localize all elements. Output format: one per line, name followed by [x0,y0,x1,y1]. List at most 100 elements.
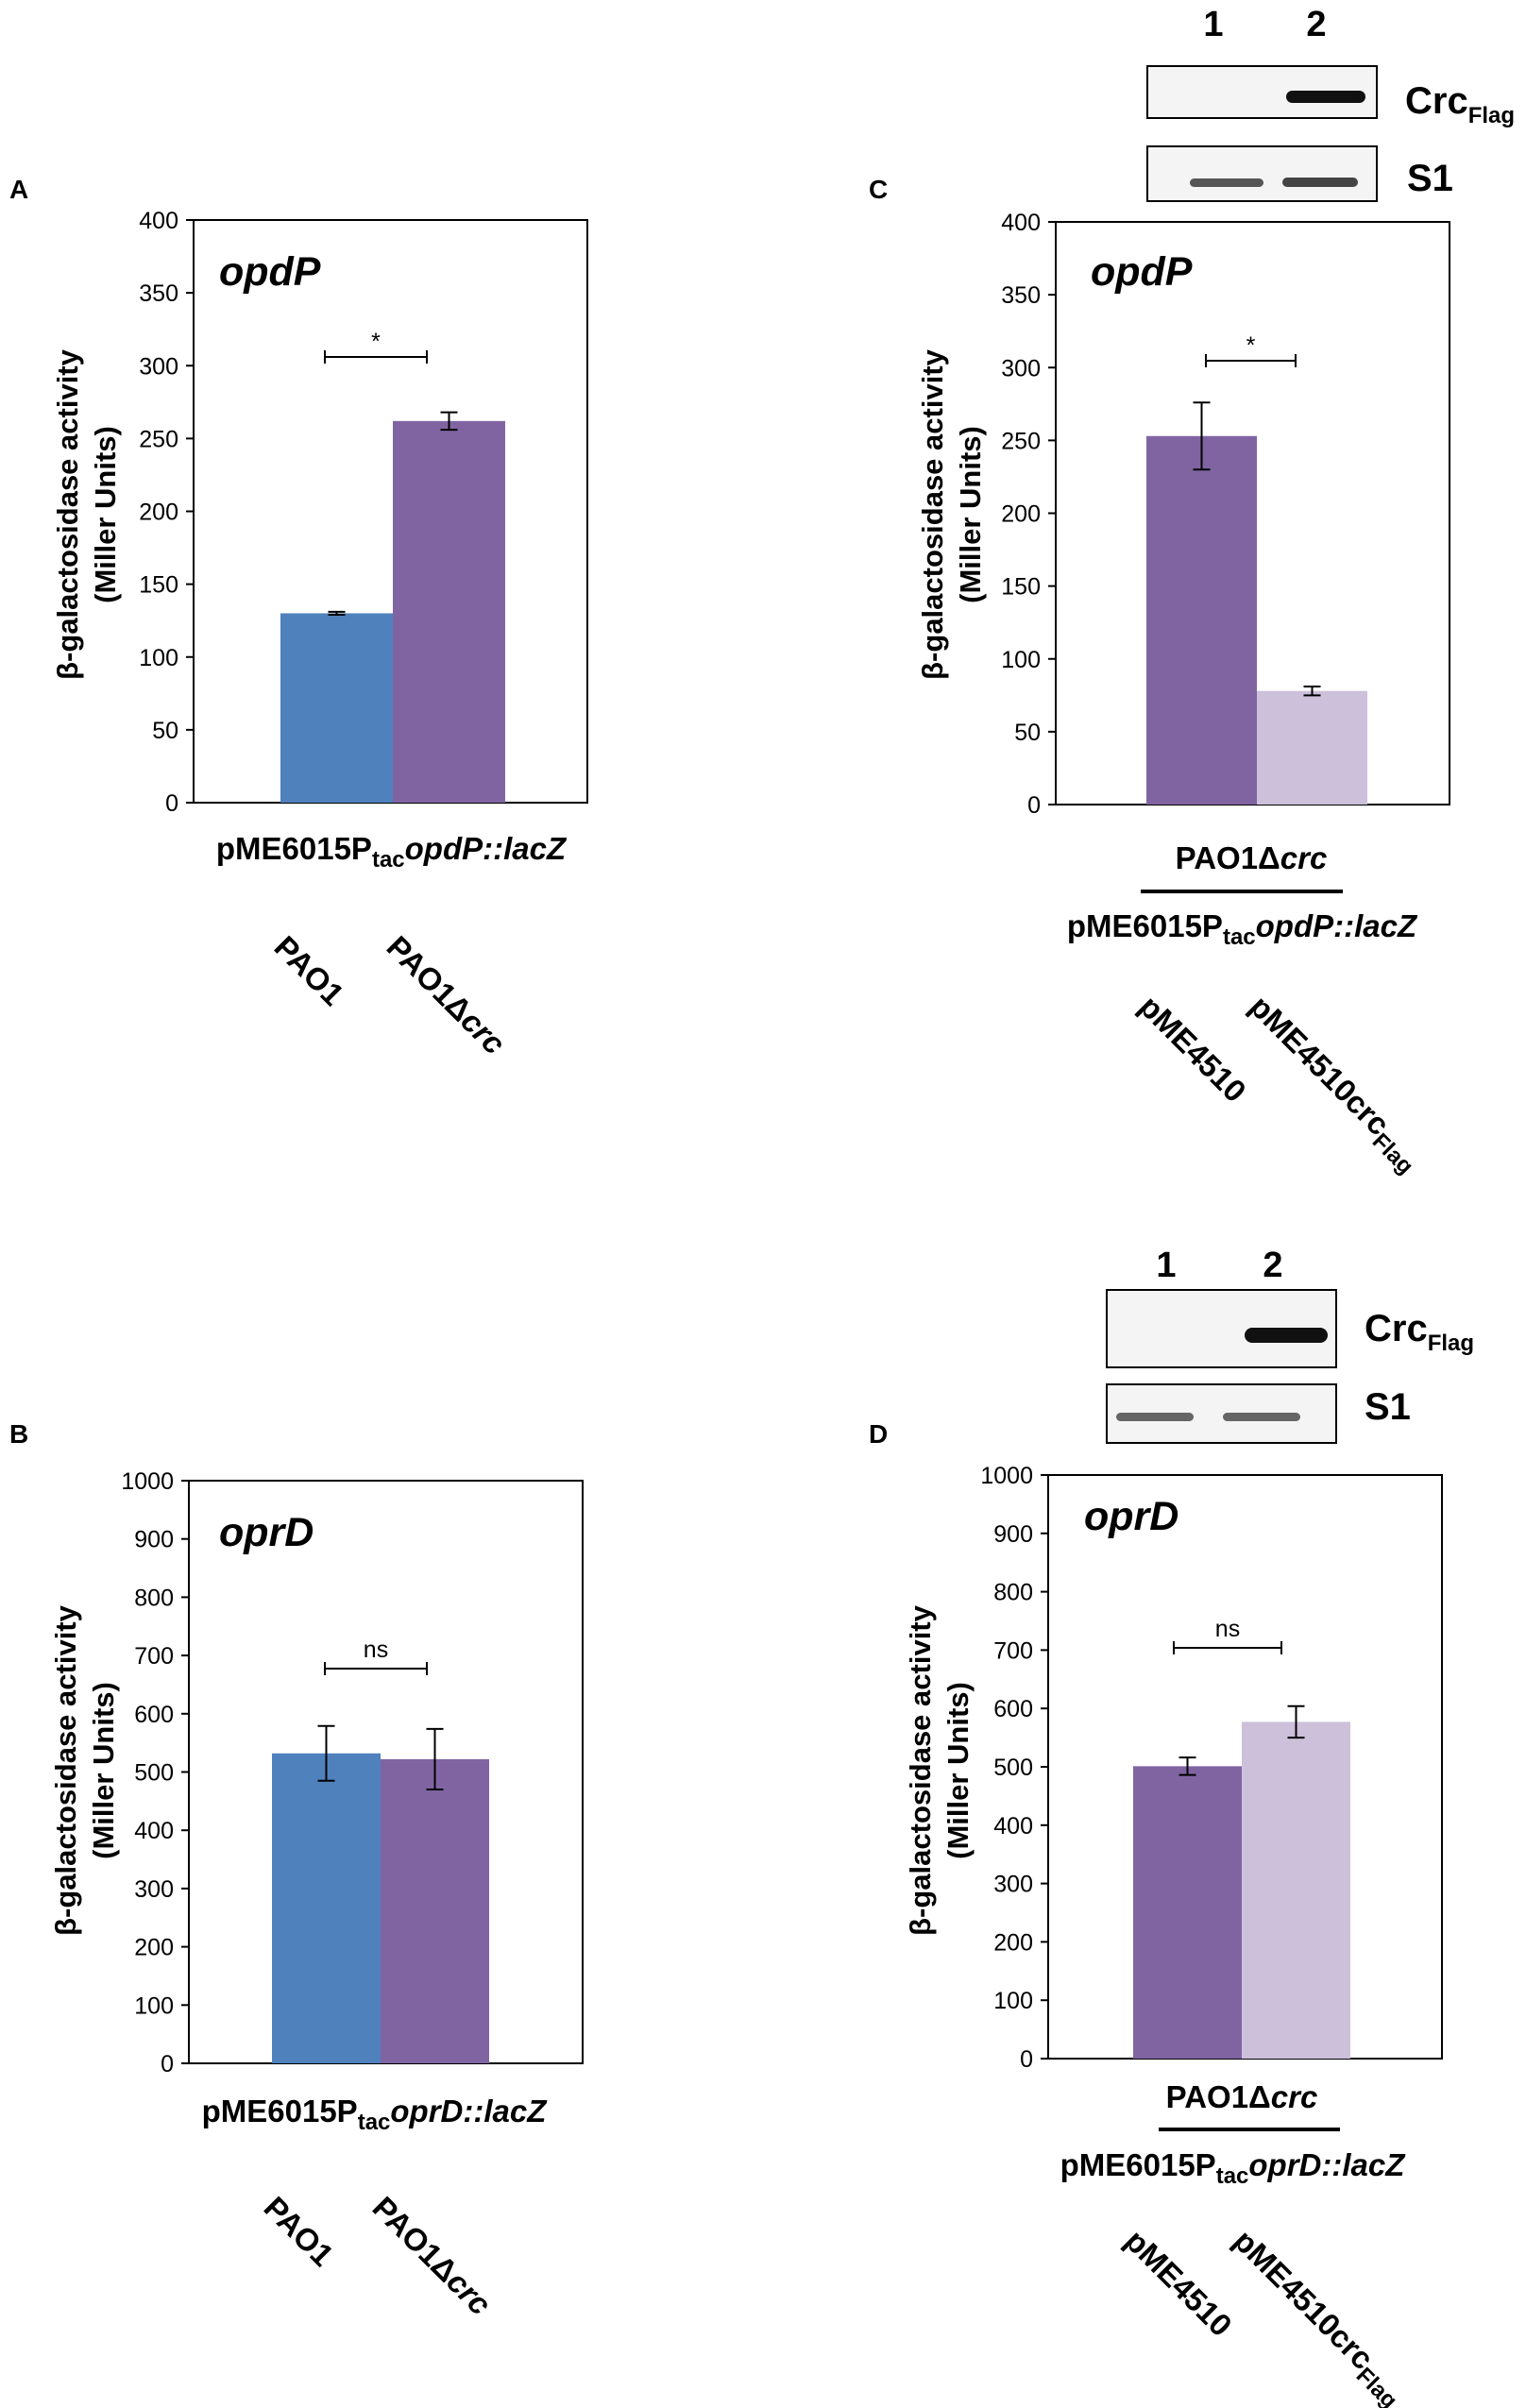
y-tick-label: 200 [139,500,178,526]
y-axis-label-line2: (Miller Units) [941,1682,975,1859]
y-tick-label: 500 [993,1755,1033,1781]
bar-2 [1242,1721,1350,2059]
lane-label-1: 1 [1156,1246,1176,1285]
y-tick-label: 350 [1001,282,1041,309]
bar-1 [280,613,393,803]
category-text: PAO1 [258,2190,341,2273]
construct-label: pME6015PtacoprD::lacZ [1060,2147,1407,2189]
y-tick-label: 200 [1001,501,1041,528]
panel-letter: A [9,175,28,204]
construct-gene: opdP::lacZ [405,831,568,866]
lane-label-2: 2 [1306,5,1326,44]
blot-row-label: S1 [1407,158,1453,199]
x-category-label-2: PAO1Δcrc [366,2190,499,2322]
category-text: pME4510crc [1244,989,1397,1142]
y-tick-label: 150 [1001,574,1041,601]
blot-band [1286,91,1365,103]
gene-title: opdP [219,249,321,295]
construct-plasmid: pME6015P [1067,908,1223,943]
y-tick-label: 250 [139,426,178,452]
strain-name: PAO1Δ [1166,2079,1271,2114]
y-tick-label: 300 [993,1872,1033,1898]
gene-title: oprD [1084,1494,1178,1539]
bar-1 [272,1753,381,2063]
panel-letter: C [869,175,888,204]
y-axis-label-line2: (Miller Units) [87,1682,120,1859]
y-tick-label: 400 [1001,210,1041,236]
y-tick-label: 400 [134,1818,174,1844]
gene-title: oprD [219,1510,314,1555]
bar-2 [393,420,505,803]
blot-row-label: CrcFlag [1365,1308,1474,1356]
bar-2 [1257,690,1367,805]
y-axis-label-line1: β-galactosidase activity [904,1604,937,1935]
blot-row-subscript: Flag [1428,1331,1474,1356]
category-text: pME4510 [1133,989,1253,1109]
y-tick-label: 300 [1001,355,1041,382]
y-tick-label: 800 [993,1580,1033,1606]
y-tick-label: 300 [139,353,178,380]
y-tick-label: 900 [993,1521,1033,1548]
y-tick-label: 400 [139,208,178,234]
y-tick-label: 100 [139,645,178,671]
y-tick-label: 0 [161,2051,174,2077]
strain-name: PAO1Δ [1176,840,1280,875]
y-tick-label: 0 [165,790,178,817]
significance-label: * [371,329,381,355]
construct-subscript: tac [1216,2163,1249,2189]
category-text: pME4510 [1119,2223,1239,2343]
construct-subscript: tac [358,2110,391,2135]
construct-plasmid: pME6015P [202,2094,358,2128]
y-tick-label: 200 [134,1935,174,1961]
y-tick-label: 700 [993,1637,1033,1664]
x-category-label-1: PAO1 [268,929,351,1012]
western-blot: 1 2 CrcFlag S1 [1106,1246,1474,1444]
bar-1 [1146,435,1257,805]
y-axis-label: β-galactosidase activity (Miller Units) [916,348,987,679]
y-tick-label: 700 [134,1643,174,1670]
y-tick-label: 50 [152,718,178,744]
blot-strip-2 [1146,145,1378,202]
blot-row-main: S1 [1407,158,1453,199]
y-tick-label: 100 [993,1988,1033,2014]
y-tick-label: 800 [134,1585,174,1611]
x-category-label-1: PAO1 [258,2190,341,2273]
blot-row-label: S1 [1365,1386,1411,1428]
y-tick-label: 300 [134,1876,174,1903]
strain-mutation: crc [1280,840,1328,875]
x-category-label-2: pME4510crcFlag [1239,989,1430,1179]
y-tick-label: 100 [1001,647,1041,673]
y-tick-label: 0 [1020,2046,1033,2073]
x-category-label-2: PAO1Δcrc [381,929,513,1061]
y-axis-label: β-galactosidase activity (Miller Units) [49,1604,120,1935]
panel-c: C 0 50 100 150 200 250 300 350 400 β-galactosidase… [869,5,1515,1179]
construct-gene: oprD::lacZ [1248,2147,1406,2182]
blot-row-main: S1 [1365,1386,1411,1428]
y-tick-label: 250 [1001,428,1041,454]
blot-band [1245,1328,1328,1343]
y-tick-label: 1000 [980,1463,1033,1489]
x-category-label-2: pME4510crcFlag [1223,2223,1414,2408]
blot-row-subscript: Flag [1468,103,1515,128]
y-tick-label: 0 [1027,792,1041,819]
category-text: pME4510crc [1228,2223,1381,2376]
y-tick-label: 600 [134,1702,174,1728]
blot-row-label: CrcFlag [1405,80,1515,128]
construct-plasmid: pME6015P [216,831,372,866]
y-tick-label: 500 [134,1760,174,1787]
construct-subscript: tac [372,847,405,873]
construct-label: pME6015PtacopdP::lacZ [1067,908,1418,950]
significance-label: ns [1215,1616,1240,1642]
y-tick-label: 900 [134,1527,174,1553]
strain-label: PAO1Δcrc [1176,840,1328,875]
y-axis-label-line1: β-galactosidase activity [916,348,949,679]
construct-subscript: tac [1223,924,1256,950]
y-tick-label: 600 [993,1696,1033,1722]
significance-label: * [1246,332,1256,359]
y-axis-label-line1: β-galactosidase activity [51,348,84,679]
construct-gene: oprD::lacZ [390,2094,548,2128]
bar-2 [381,1758,489,2063]
strain-mutation: crc [1271,2079,1318,2114]
panel-letter: D [869,1419,888,1449]
